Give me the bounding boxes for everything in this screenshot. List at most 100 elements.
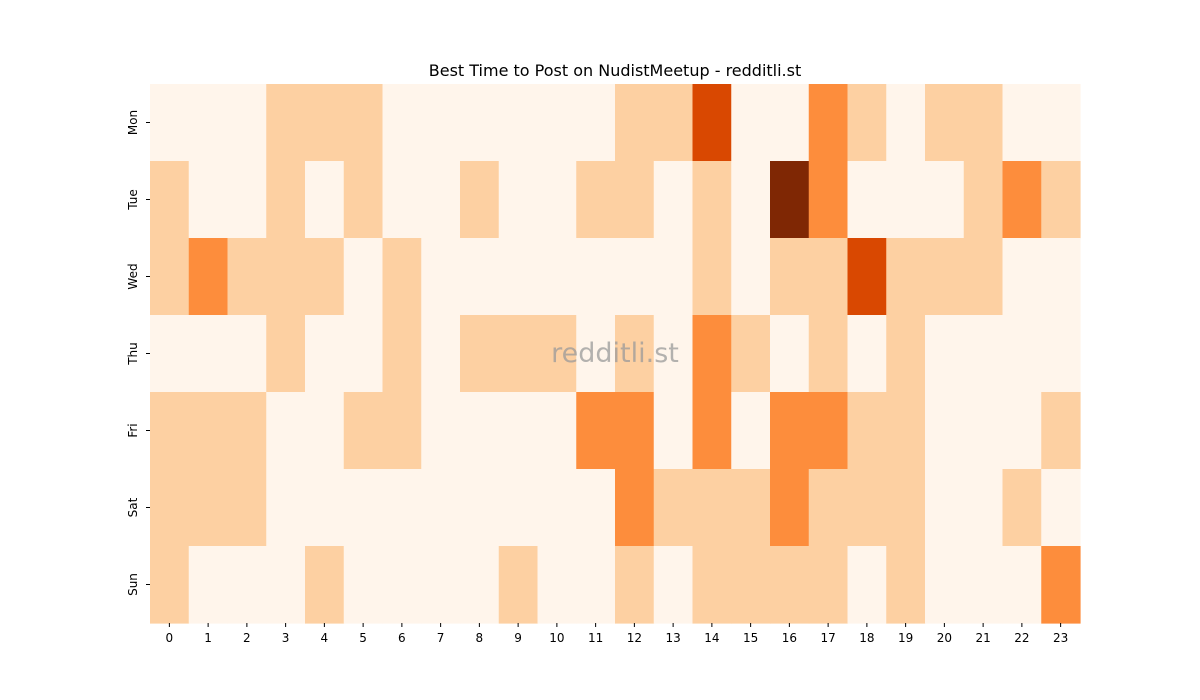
x-tick-label: 12 xyxy=(627,631,642,645)
chart-title: Best Time to Post on NudistMeetup - redd… xyxy=(429,61,802,80)
heatmap-cell-wed-22 xyxy=(1002,238,1042,316)
heatmap-cell-sun-5 xyxy=(343,546,384,624)
heatmap-cell-sun-20 xyxy=(925,546,965,624)
heatmap-cell-sun-15 xyxy=(731,546,771,624)
heatmap-cell-fri-14 xyxy=(692,392,732,470)
heatmap-cell-thu-10 xyxy=(537,315,577,393)
heatmap-cell-sat-14 xyxy=(692,469,732,547)
heatmap-cell-tue-7 xyxy=(421,161,461,239)
heatmap-cell-sun-22 xyxy=(1002,546,1042,624)
heatmap-cell-sat-11 xyxy=(576,469,616,547)
heatmap-cell-tue-3 xyxy=(266,161,306,239)
heatmap-cell-fri-17 xyxy=(808,392,849,470)
heatmap-cell-thu-12 xyxy=(615,315,655,393)
y-tick-label: Wed xyxy=(126,263,140,289)
x-tick-label: 2 xyxy=(243,631,251,645)
heatmap-cell-mon-1 xyxy=(188,84,229,162)
heatmap-cell-sat-10 xyxy=(537,469,577,547)
heatmap-cell-wed-5 xyxy=(343,238,384,316)
heatmap-cell-mon-4 xyxy=(305,84,345,162)
heatmap-cell-wed-20 xyxy=(925,238,965,316)
y-axis: Mon Tue Wed Thu Fri Sat Sun xyxy=(126,110,150,596)
heatmap-cell-thu-19 xyxy=(886,315,926,393)
heatmap-cell-sat-5 xyxy=(343,469,384,547)
x-tick-label: 14 xyxy=(704,631,719,645)
heatmap-cell-thu-17 xyxy=(808,315,849,393)
heatmap-cell-sat-0 xyxy=(150,469,190,547)
y-tick-label: Sat xyxy=(126,497,140,517)
heatmap-cell-fri-20 xyxy=(925,392,965,470)
x-tick-label: 1 xyxy=(204,631,212,645)
heatmap-cell-tue-11 xyxy=(576,161,616,239)
heatmap-cell-sun-12 xyxy=(615,546,655,624)
heatmap-cell-tue-4 xyxy=(305,161,345,239)
heatmap-cell-sat-23 xyxy=(1041,469,1081,547)
heatmap-cell-tue-19 xyxy=(886,161,926,239)
y-tick-label: Fri xyxy=(126,423,140,437)
heatmap-cell-thu-6 xyxy=(382,315,422,393)
heatmap-cell-thu-8 xyxy=(460,315,500,393)
heatmap-cell-sat-7 xyxy=(421,469,461,547)
heatmap-cell-fri-13 xyxy=(653,392,694,470)
heatmap-cells xyxy=(150,84,1081,624)
heatmap-cell-thu-14 xyxy=(692,315,732,393)
heatmap-cell-thu-3 xyxy=(266,315,306,393)
heatmap-cell-tue-9 xyxy=(498,161,539,239)
heatmap-cell-sun-0 xyxy=(150,546,190,624)
heatmap-cell-sun-16 xyxy=(770,546,810,624)
heatmap-cell-sun-14 xyxy=(692,546,732,624)
heatmap-cell-sun-19 xyxy=(886,546,926,624)
heatmap-cell-fri-2 xyxy=(227,392,267,470)
heatmap-cell-thu-13 xyxy=(653,315,694,393)
heatmap-cell-tue-22 xyxy=(1002,161,1042,239)
heatmap-cell-wed-4 xyxy=(305,238,345,316)
heatmap-cell-tue-23 xyxy=(1041,161,1081,239)
heatmap-cell-tue-17 xyxy=(808,161,849,239)
heatmap-cell-thu-11 xyxy=(576,315,616,393)
heatmap-cell-tue-10 xyxy=(537,161,577,239)
x-tick-label: 21 xyxy=(975,631,990,645)
heatmap-cell-mon-22 xyxy=(1002,84,1042,162)
heatmap-cell-sat-4 xyxy=(305,469,345,547)
heatmap-cell-mon-13 xyxy=(653,84,694,162)
heatmap-cell-tue-14 xyxy=(692,161,732,239)
heatmap-cell-tue-20 xyxy=(925,161,965,239)
heatmap-cell-thu-2 xyxy=(227,315,267,393)
x-tick-label: 17 xyxy=(820,631,835,645)
x-tick-label: 8 xyxy=(476,631,484,645)
heatmap-cell-wed-14 xyxy=(692,238,732,316)
x-tick-label: 7 xyxy=(437,631,445,645)
heatmap-cell-tue-18 xyxy=(847,161,887,239)
heatmap-cell-wed-2 xyxy=(227,238,267,316)
heatmap-cell-sat-16 xyxy=(770,469,810,547)
heatmap-cell-wed-7 xyxy=(421,238,461,316)
heatmap-cell-tue-1 xyxy=(188,161,229,239)
heatmap-cell-mon-9 xyxy=(498,84,539,162)
heatmap-cell-sun-7 xyxy=(421,546,461,624)
heatmap-cell-wed-8 xyxy=(460,238,500,316)
heatmap-cell-fri-10 xyxy=(537,392,577,470)
heatmap-cell-wed-0 xyxy=(150,238,190,316)
heatmap-cell-sat-22 xyxy=(1002,469,1042,547)
heatmap-cell-wed-15 xyxy=(731,238,771,316)
heatmap-cell-fri-0 xyxy=(150,392,190,470)
x-tick-label: 11 xyxy=(588,631,603,645)
x-tick-label: 18 xyxy=(859,631,874,645)
heatmap-cell-tue-21 xyxy=(963,161,1004,239)
heatmap-cell-sun-13 xyxy=(653,546,694,624)
x-tick-label: 4 xyxy=(321,631,329,645)
heatmap-cell-mon-5 xyxy=(343,84,384,162)
heatmap-cell-thu-23 xyxy=(1041,315,1081,393)
heatmap-cell-sat-1 xyxy=(188,469,229,547)
y-tick-label: Tue xyxy=(126,189,140,211)
heatmap-cell-thu-18 xyxy=(847,315,887,393)
heatmap-cell-sat-8 xyxy=(460,469,500,547)
heatmap-cell-sat-20 xyxy=(925,469,965,547)
heatmap-cell-thu-21 xyxy=(963,315,1004,393)
heatmap-cell-wed-21 xyxy=(963,238,1004,316)
heatmap-cell-mon-2 xyxy=(227,84,267,162)
heatmap-cell-sun-6 xyxy=(382,546,422,624)
heatmap-cell-wed-23 xyxy=(1041,238,1081,316)
heatmap-cell-sun-11 xyxy=(576,546,616,624)
heatmap-cell-fri-23 xyxy=(1041,392,1081,470)
